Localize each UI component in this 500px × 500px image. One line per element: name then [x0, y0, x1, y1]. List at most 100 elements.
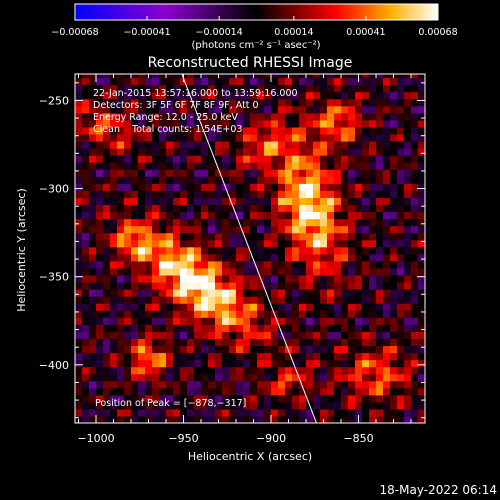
heatmap-cell [278, 387, 286, 396]
heatmap-cell [348, 140, 356, 149]
heatmap-cell [362, 204, 370, 213]
heatmap-cell [89, 197, 97, 206]
heatmap-cell [320, 260, 328, 269]
heatmap-cell [250, 84, 258, 93]
heatmap-cell [278, 84, 286, 93]
heatmap-cell [173, 246, 181, 255]
heatmap-cell [180, 190, 188, 198]
heatmap-cell [299, 225, 307, 234]
heatmap-cell [166, 119, 174, 128]
heatmap-cell [292, 77, 300, 86]
heatmap-cell [299, 148, 307, 156]
heatmap-cell [327, 133, 335, 142]
heatmap-cell [278, 267, 286, 276]
heatmap-cell [138, 366, 146, 375]
heatmap-cell [208, 415, 216, 423]
heatmap-cell [369, 387, 377, 396]
heatmap-cell [229, 211, 237, 220]
heatmap-cell [334, 112, 342, 121]
heatmap-cell [264, 359, 272, 368]
heatmap-cell [320, 126, 328, 135]
heatmap-cell [418, 373, 425, 382]
heatmap-cell [124, 211, 132, 220]
heatmap-cell [124, 148, 132, 156]
heatmap-cell [320, 324, 328, 332]
heatmap-cell [117, 274, 125, 283]
heatmap-cell [285, 112, 293, 121]
heatmap-cell [397, 338, 405, 347]
heatmap-cell [383, 359, 391, 368]
heatmap-cell [418, 296, 425, 304]
heatmap-cell [229, 324, 237, 332]
heatmap-cell [82, 401, 90, 410]
heatmap-cell [278, 345, 286, 354]
heatmap-cell [320, 401, 328, 410]
heatmap-cell [369, 296, 377, 304]
heatmap-cell [369, 91, 377, 100]
heatmap-cell [89, 155, 97, 163]
heatmap-cell [229, 218, 237, 227]
heatmap-cell [292, 324, 300, 332]
heatmap-cell [145, 84, 153, 93]
heatmap-cell [362, 176, 370, 184]
axis-ticks: −1000 −950 −900 −850−250−300−350−400 [39, 74, 425, 445]
heatmap-cell [201, 239, 209, 248]
heatmap-cell [194, 310, 202, 318]
heatmap-cell [110, 401, 118, 410]
heatmap-cell [117, 162, 125, 170]
heatmap-cell [264, 183, 272, 191]
heatmap-cell [243, 246, 251, 255]
heatmap-cell [187, 239, 195, 248]
heatmap-cell [264, 380, 272, 389]
heatmap-cell [369, 126, 377, 135]
heatmap-cell [376, 253, 384, 262]
heatmap-cell [124, 274, 132, 283]
heatmap-cell [376, 380, 384, 389]
heatmap-cell [89, 204, 97, 213]
heatmap-cell [250, 176, 258, 184]
heatmap-cell [334, 303, 342, 311]
heatmap-cell [208, 84, 216, 93]
heatmap-cell [327, 183, 335, 191]
heatmap-cell [166, 380, 174, 389]
heatmap-cell [215, 84, 223, 93]
heatmap-cell [397, 345, 405, 354]
heatmap-cell [124, 394, 132, 403]
heatmap-cell [145, 317, 153, 325]
heatmap-cell [320, 380, 328, 389]
heatmap-cell [131, 310, 139, 318]
heatmap-cell [404, 267, 412, 276]
heatmap-cell [166, 345, 174, 354]
heatmap-cell [320, 289, 328, 297]
heatmap-cell [292, 190, 300, 198]
heatmap-cell [215, 366, 223, 375]
heatmap-cell [313, 296, 321, 304]
heatmap-cell [341, 91, 349, 100]
heatmap-cell [222, 140, 230, 149]
heatmap-cell [334, 204, 342, 213]
heatmap-cell [250, 281, 258, 290]
heatmap-cell [187, 303, 195, 311]
heatmap-cell [327, 155, 335, 163]
heatmap-cell [327, 281, 335, 290]
heatmap-cell [418, 225, 425, 234]
heatmap-cell [355, 169, 363, 177]
heatmap-cell [173, 366, 181, 375]
heatmap-cell [138, 338, 146, 347]
heatmap-cell [418, 162, 425, 170]
heatmap-cell [187, 176, 195, 184]
heatmap-cell [243, 338, 251, 347]
heatmap-cell [257, 239, 265, 248]
heatmap-cell [341, 232, 349, 241]
heatmap-cell [404, 401, 412, 410]
heatmap-cell [96, 204, 104, 213]
heatmap-cell [341, 408, 349, 417]
heatmap-cell [271, 98, 279, 107]
heatmap-cell [369, 77, 377, 86]
heatmap-cell [201, 366, 209, 375]
heatmap-cell [236, 98, 244, 107]
heatmap-cell [383, 408, 391, 417]
heatmap-cell [383, 176, 391, 184]
heatmap-cell [271, 380, 279, 389]
heatmap-cell [138, 408, 146, 417]
